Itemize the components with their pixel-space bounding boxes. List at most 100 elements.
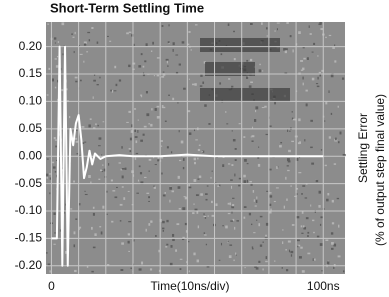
speckle [110,90,112,92]
speckle [74,244,76,247]
speckle [219,185,220,187]
speckle [298,118,300,121]
speckle [285,48,288,50]
speckle [91,27,93,29]
speckle [259,64,260,65]
speckle [191,49,192,50]
speckle [244,180,246,183]
speckle [148,196,150,198]
speckle [123,197,125,200]
speckle [276,166,278,169]
speckle [140,140,143,142]
speckle [269,195,272,197]
speckle [244,217,246,219]
speckle [122,176,124,179]
speckle [292,111,293,112]
speckle [226,123,228,124]
speckle [303,58,305,60]
speckle [266,256,267,259]
speckle [290,185,291,186]
speckle [253,190,254,193]
speckle [258,164,260,167]
speckle [204,232,205,234]
speckle [183,158,185,161]
speckle [128,191,130,192]
speckle [286,199,287,201]
speckle [243,136,245,138]
speckle [162,228,164,230]
speckle [313,232,315,233]
speckle [195,139,198,140]
speckle [251,224,252,225]
speckle [74,231,76,234]
speckle [286,269,288,271]
speckle [258,147,259,148]
speckle [262,107,265,108]
speckle [254,119,256,122]
speckle [252,248,254,250]
speckle [317,55,319,56]
speckle [274,260,275,261]
speckle [286,22,288,24]
speckle [71,33,73,34]
speckle [54,137,56,139]
speckle [175,54,178,55]
speckle [136,140,138,143]
speckle [343,270,344,272]
speckle [250,23,253,25]
speckle [285,177,286,179]
speckle [204,104,207,107]
speckle [244,267,245,268]
speckle [300,247,302,249]
speckle [317,77,318,80]
speckle [183,88,186,90]
speckle [244,206,247,208]
speckle [265,235,267,237]
speckle [338,106,339,108]
speckle [277,28,278,30]
speckle [222,164,224,167]
speckle [232,130,233,131]
speckle [304,139,305,141]
speckle [95,123,97,125]
speckle [306,103,308,106]
speckle [208,123,210,125]
speckle [282,241,283,244]
speckle [331,232,333,234]
speckle [146,113,149,116]
speckle [173,49,174,52]
speckle [239,123,241,124]
speckle [298,142,300,144]
speckle [210,177,211,179]
speckle [183,167,184,169]
speckle [221,53,223,55]
speckle [311,163,314,165]
speckle [107,214,108,215]
speckle [319,191,321,194]
speckle [128,221,131,222]
speckle [262,70,263,71]
speckle [199,145,201,146]
speckle [296,216,299,218]
speckle [130,150,132,152]
speckle [88,124,90,127]
speckle [134,129,136,132]
speckle [334,44,335,46]
speckle [93,247,96,249]
speckle [310,33,312,35]
speckle [298,31,301,34]
y-tick-label: -0.15 [15,231,43,245]
speckle [167,60,168,63]
speckle [314,259,316,261]
speckle [261,22,263,25]
speckle [252,140,254,142]
speckle [146,193,149,194]
speckle [157,57,160,58]
speckle [141,95,142,98]
speckle [169,200,170,203]
speckle [316,83,318,84]
speckle [111,221,113,223]
speckle [135,157,136,159]
speckle [155,164,157,165]
speckle [266,134,268,135]
